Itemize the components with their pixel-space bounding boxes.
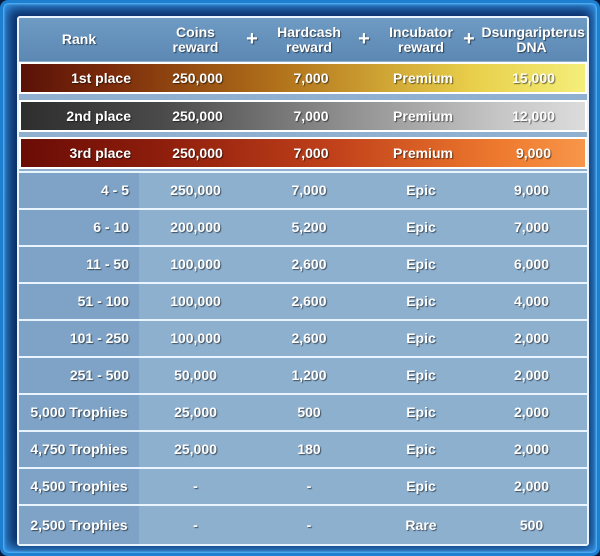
table-row: 4,750 Trophies 25,000 180 Epic 2,000 — [19, 430, 587, 467]
table-row: 101 - 250 100,000 2,600 Epic 2,000 — [19, 319, 587, 356]
hardcash-cell: 2,600 — [291, 293, 327, 309]
rank-cell: 3rd place — [69, 144, 131, 161]
dna-cell: 4,000 — [513, 293, 550, 309]
coins-cell: 25,000 — [174, 404, 217, 420]
incubator-cell: Epic — [406, 219, 436, 235]
incubator-cell: Premium — [393, 144, 453, 161]
coins-cell: 250,000 — [172, 107, 223, 124]
dna-header: Dsungaripterus DNA — [481, 23, 585, 55]
dna-cell: 500 — [519, 516, 544, 533]
hardcash-header: Hardcash reward — [277, 23, 341, 55]
rank-cell: 11 - 50 — [19, 247, 139, 282]
coins-cell: 100,000 — [170, 256, 221, 272]
coins-cell: 100,000 — [170, 293, 221, 309]
incubator-cell: Premium — [393, 69, 453, 86]
hardcash-cell: 2,600 — [291, 330, 327, 346]
hardcash-cell: 7,000 — [293, 107, 329, 124]
rank-cell: 4 - 5 — [19, 173, 139, 208]
coins-cell: - — [193, 516, 198, 533]
table-row: 11 - 50 100,000 2,600 Epic 6,000 — [19, 245, 587, 282]
rank-cell: 51 - 100 — [19, 284, 139, 319]
incubator-cell: Epic — [406, 182, 436, 198]
rank-cell: 5,000 Trophies — [19, 395, 139, 430]
hardcash-cell: 500 — [297, 404, 321, 420]
dna-cell: 6,000 — [513, 256, 550, 272]
rank-cell: 4,500 Trophies — [19, 469, 139, 504]
plus-icon: + — [246, 28, 258, 50]
table-row: 251 - 500 50,000 1,200 Epic 2,000 — [19, 356, 587, 393]
rank-cell: 6 - 10 — [19, 210, 139, 245]
coins-cell: 25,000 — [174, 441, 217, 457]
rank-cell: 2nd place — [66, 107, 131, 124]
coins-cell: 250,000 — [170, 182, 221, 198]
table-row: 4 - 5 250,000 7,000 Epic 9,000 — [19, 171, 587, 208]
hardcash-cell: 2,600 — [291, 256, 327, 272]
coins-header: Coins reward — [172, 23, 219, 55]
dna-cell: 2,000 — [513, 441, 550, 457]
incubator-cell: Rare — [405, 516, 437, 533]
dna-cell: 7,000 — [513, 219, 550, 235]
coins-cell: 100,000 — [170, 330, 221, 346]
hardcash-cell: 7,000 — [291, 182, 327, 198]
rank-header: Rank — [61, 31, 97, 47]
table-row-1st: 1st place 250,000 7,000 Premium 15,000 — [19, 62, 587, 94]
table-row-3rd: 3rd place 250,000 7,000 Premium 9,000 — [19, 137, 587, 169]
table-row: 6 - 10 200,000 5,200 Epic 7,000 — [19, 208, 587, 245]
incubator-cell: Premium — [393, 107, 453, 124]
table-row-2nd: 2nd place 250,000 7,000 Premium 12,000 — [19, 100, 587, 132]
dna-cell: 2,000 — [513, 367, 550, 383]
reward-table: Rank Coins reward + Hardcash reward + In… — [17, 16, 589, 546]
dna-cell: 9,000 — [513, 182, 550, 198]
dna-cell: 12,000 — [512, 107, 555, 124]
coins-cell: 250,000 — [172, 144, 223, 161]
plus-icon: + — [358, 28, 370, 50]
incubator-header: Incubator reward — [389, 23, 453, 55]
dna-cell: 15,000 — [512, 69, 555, 86]
incubator-cell: Epic — [406, 256, 436, 272]
incubator-cell: Epic — [406, 330, 436, 346]
table-row: 4,500 Trophies - - Epic 2,000 — [19, 467, 587, 504]
dna-cell: 2,000 — [513, 330, 550, 346]
incubator-cell: Epic — [406, 293, 436, 309]
rank-cell: 2,500 Trophies — [19, 506, 139, 544]
hardcash-cell: 5,200 — [291, 219, 327, 235]
coins-cell: 250,000 — [172, 69, 223, 86]
coins-cell: 50,000 — [174, 367, 217, 383]
rank-cell: 101 - 250 — [19, 321, 139, 356]
hardcash-cell: 7,000 — [293, 144, 329, 161]
coins-cell: - — [193, 478, 198, 494]
table-row: 2,500 Trophies - - Rare 500 — [19, 504, 587, 544]
dna-cell: 2,000 — [513, 404, 550, 420]
dna-cell: 9,000 — [515, 144, 552, 161]
incubator-cell: Epic — [406, 478, 436, 494]
hardcash-cell: 7,000 — [293, 69, 329, 86]
incubator-cell: Epic — [406, 441, 436, 457]
hardcash-cell: - — [306, 516, 312, 533]
hardcash-cell: 180 — [297, 441, 321, 457]
rank-cell: 1st place — [71, 69, 131, 86]
table-header: Rank Coins reward + Hardcash reward + In… — [19, 18, 587, 61]
incubator-cell: Epic — [406, 404, 436, 420]
table-row: 5,000 Trophies 25,000 500 Epic 2,000 — [19, 393, 587, 430]
coins-cell: 200,000 — [170, 219, 221, 235]
plus-icon: + — [463, 28, 475, 50]
hardcash-cell: - — [306, 478, 312, 494]
rank-cell: 4,750 Trophies — [19, 432, 139, 467]
hardcash-cell: 1,200 — [291, 367, 327, 383]
rank-cell: 251 - 500 — [19, 358, 139, 393]
dna-cell: 2,000 — [513, 478, 550, 494]
table-row: 51 - 100 100,000 2,600 Epic 4,000 — [19, 282, 587, 319]
incubator-cell: Epic — [406, 367, 436, 383]
